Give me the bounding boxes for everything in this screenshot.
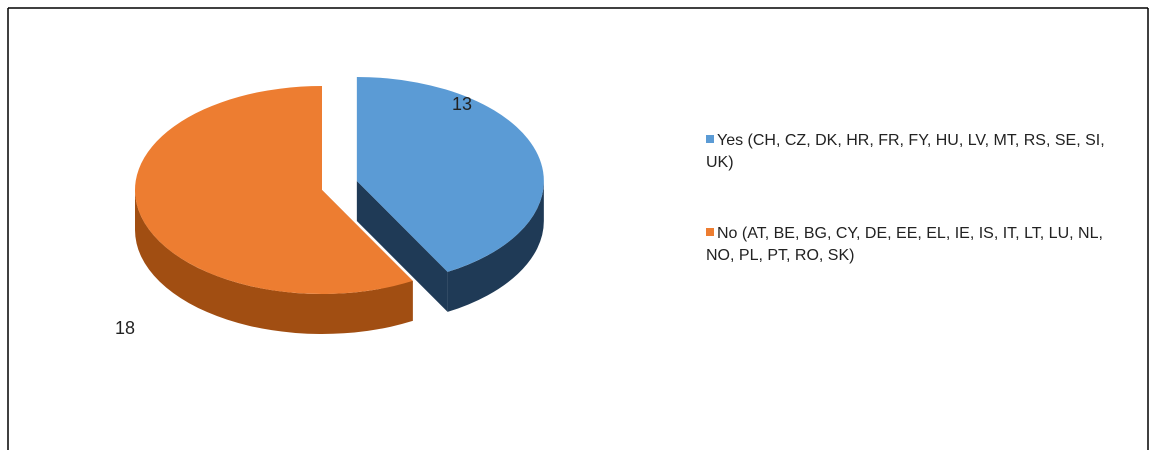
slice bbox=[356, 76, 544, 272]
slice-side bbox=[356, 180, 448, 312]
slice-side bbox=[447, 180, 544, 312]
legend-label: No (AT, BE, BG, CY, DE, EE, EL, IE, IS, … bbox=[706, 225, 1103, 264]
legend-item: No (AT, BE, BG, CY, DE, EE, EL, IE, IS, … bbox=[706, 223, 1116, 267]
data-label: 13 bbox=[452, 94, 472, 114]
slice-side bbox=[135, 190, 413, 334]
slice bbox=[135, 86, 413, 294]
legend-label: Yes (CH, CZ, DK, HR, FR, FY, HU, LV, MT,… bbox=[706, 132, 1105, 171]
legend-swatch bbox=[706, 228, 714, 236]
legend-swatch bbox=[706, 135, 714, 143]
legend-item: Yes (CH, CZ, DK, HR, FR, FY, HU, LV, MT,… bbox=[706, 130, 1116, 174]
data-label: 18 bbox=[115, 318, 135, 338]
